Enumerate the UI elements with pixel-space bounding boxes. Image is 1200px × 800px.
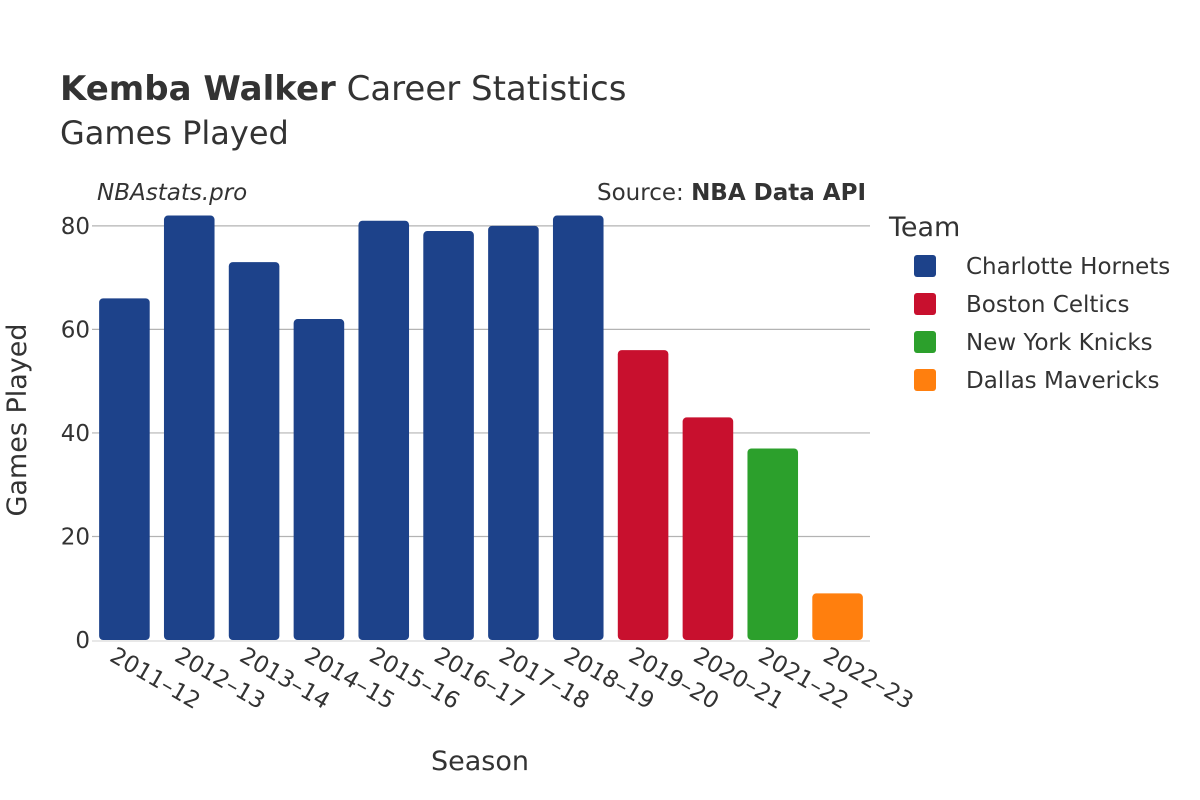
bar-2019–20[interactable] <box>617 350 669 640</box>
y-tick-label: 60 <box>61 317 90 343</box>
legend-items: Charlotte Hornets Boston Celtics New York … <box>914 254 1170 394</box>
y-tick-labels: 0 20 40 60 80 <box>61 214 90 654</box>
legend: Team Charlotte Hornets Boston Celtics New … <box>888 212 1170 394</box>
legend-swatch <box>914 369 936 391</box>
x-tick-labels: 2011–122012–132013–142014–152015–162016–… <box>105 643 917 715</box>
title-suffix: Career Statistics <box>347 69 627 109</box>
source-credit: Source: NBA Data API <box>597 180 866 206</box>
bar-2016–17[interactable] <box>423 231 474 640</box>
bar-2015–16[interactable] <box>358 220 410 641</box>
bar-2014–15[interactable] <box>293 319 345 640</box>
y-axis-title: Games Played <box>2 323 33 516</box>
legend-swatch <box>914 293 936 315</box>
y-tick-label: 80 <box>61 214 90 240</box>
bar-2017–18[interactable] <box>488 225 539 640</box>
bar-2011–12[interactable] <box>99 298 150 640</box>
source-name: NBA Data API <box>691 180 866 206</box>
gridlines <box>92 225 870 642</box>
bar-2012–13[interactable] <box>163 215 215 640</box>
source-prefix: Source: <box>597 180 691 206</box>
y-tick-label: 20 <box>61 524 90 550</box>
bar-2020–21[interactable] <box>682 417 734 640</box>
chart-subtitle: Games Played <box>60 114 289 152</box>
bar-2013–14[interactable] <box>228 262 280 640</box>
legend-label[interactable]: Boston Celtics <box>966 292 1129 318</box>
legend-label[interactable]: Charlotte Hornets <box>966 254 1170 280</box>
chart-title: Kemba Walker Career Statistics <box>60 69 626 109</box>
x-axis-title: Season <box>431 746 529 777</box>
bars <box>99 215 863 641</box>
legend-title: Team <box>888 212 960 243</box>
bar-2021–22[interactable] <box>747 448 799 640</box>
legend-swatch <box>914 331 936 353</box>
legend-label[interactable]: New York Knicks <box>966 330 1153 356</box>
y-tick-label: 40 <box>61 421 90 447</box>
site-credit: NBAstats.pro <box>97 180 247 206</box>
legend-swatch <box>914 255 936 277</box>
bar-2022–23[interactable] <box>812 593 863 640</box>
player-name: Kemba Walker <box>60 69 336 109</box>
y-tick-label: 0 <box>75 628 90 654</box>
legend-label[interactable]: Dallas Mavericks <box>966 368 1159 394</box>
bar-2018–19[interactable] <box>552 215 604 640</box>
